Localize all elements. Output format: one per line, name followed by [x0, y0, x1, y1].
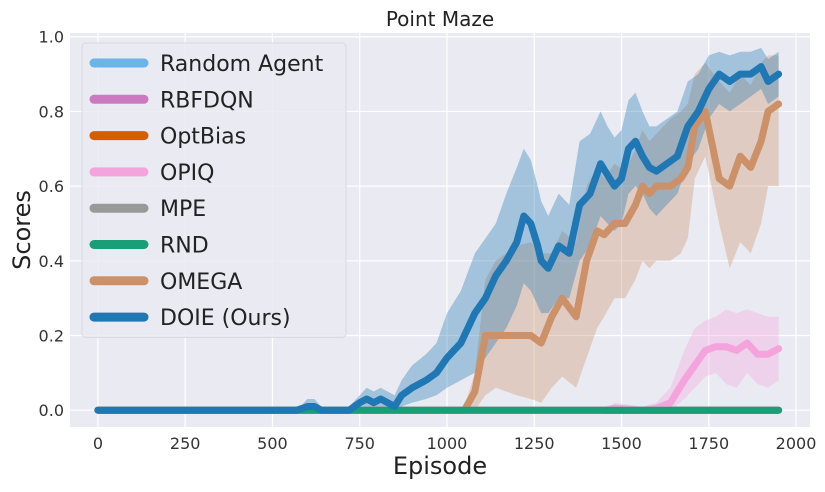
doie-ours-line: [94, 63, 783, 414]
y-tick-label: 0.2: [39, 327, 64, 346]
y-tick-label: 0.0: [39, 401, 64, 420]
legend-label-omega: OMEGA: [160, 270, 242, 295]
opiq-band: [97, 309, 779, 411]
x-tick-label: 1000: [427, 434, 468, 453]
legend: Random Agent RBFDQN OptBias OPIQ MPE RND OMEGA…: [81, 42, 347, 338]
y-tick-labels: 0.0 0.2 0.4 0.6 0.8 1.0: [39, 28, 64, 420]
legend-box: [81, 42, 347, 338]
doie-ours-band: [97, 47, 779, 411]
legend-label-rnd: RND: [160, 234, 209, 259]
y-tick-label: 0.8: [39, 102, 64, 121]
legend-label-optbias: OptBias: [160, 125, 246, 150]
x-tick-label: 250: [170, 434, 201, 453]
legend-label-mpe: MPE: [160, 197, 206, 222]
series-lines: [94, 63, 783, 414]
x-tick-label: 750: [344, 434, 375, 453]
x-axis-label: Episode: [393, 452, 487, 480]
legend-label-random-agent: Random Agent: [160, 52, 324, 77]
x-tick-label: 0: [93, 434, 103, 453]
legend-label-doie-ours: DOIE (Ours): [160, 306, 291, 331]
y-axis-label: Scores: [8, 190, 36, 270]
x-tick-label: 1250: [514, 434, 555, 453]
x-tick-label: 1500: [601, 434, 642, 453]
x-tick-label: 500: [257, 434, 288, 453]
x-tick-label: 1750: [688, 434, 729, 453]
y-tick-label: 0.6: [39, 177, 64, 196]
x-tick-label: 2000: [776, 434, 817, 453]
omega-line: [94, 100, 783, 414]
y-tick-label: 0.4: [39, 252, 64, 271]
y-tick-label: 1.0: [39, 28, 64, 47]
chart-title: Point Maze: [386, 7, 494, 31]
x-tick-labels: 0 250 500 750 1000 1250 1500 1750 2000: [93, 434, 817, 453]
legend-label-opiq: OPIQ: [160, 161, 214, 186]
legend-label-rbfdqn: RBFDQN: [160, 88, 254, 113]
